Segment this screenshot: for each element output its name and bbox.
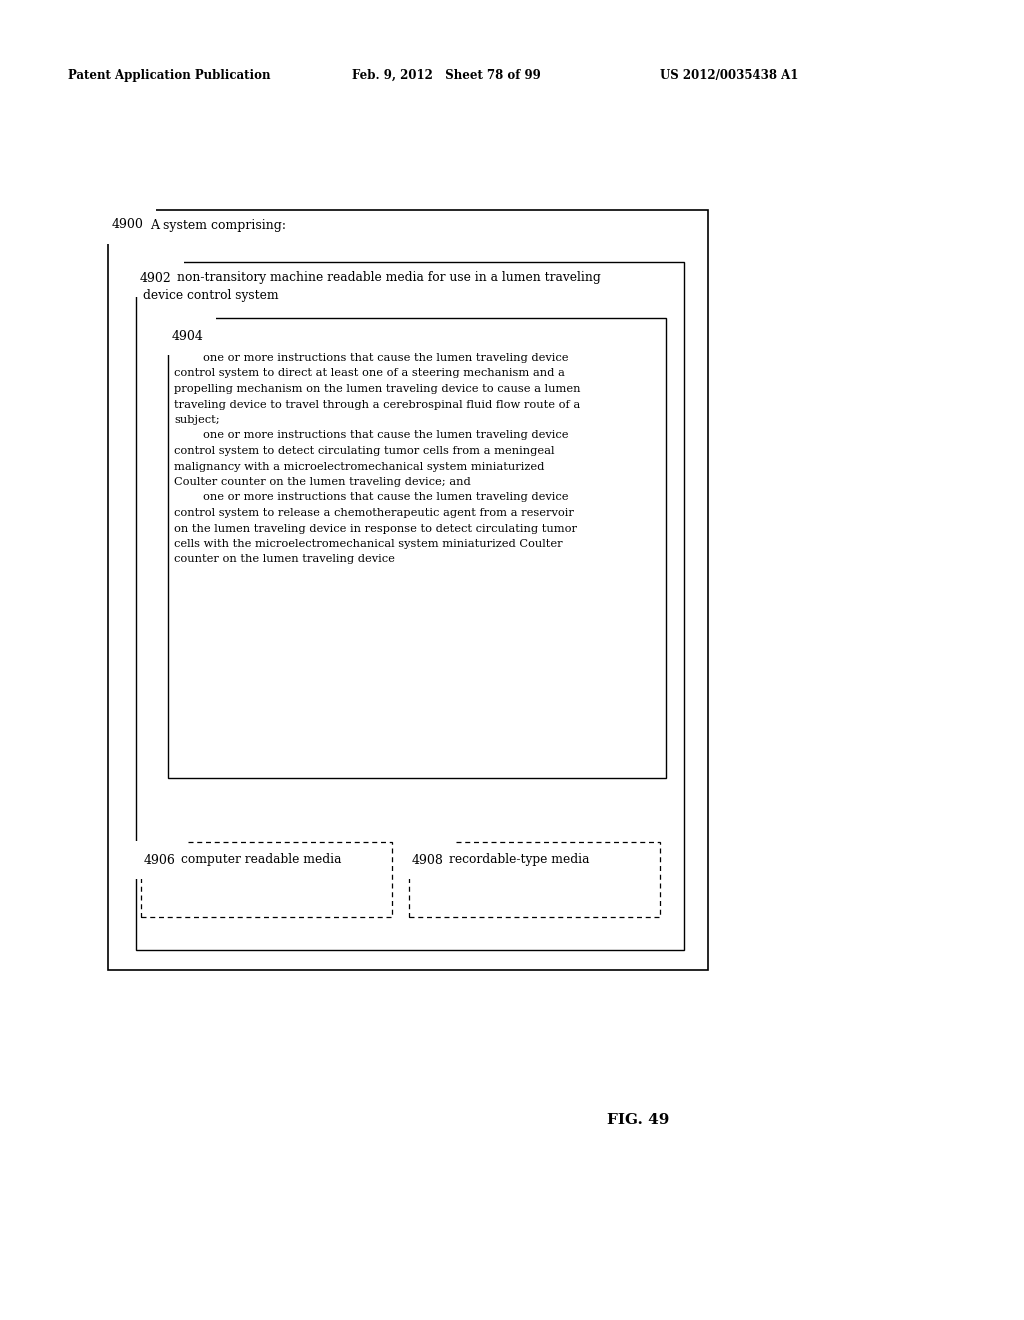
Bar	[108, 210, 708, 970]
Text: counter on the lumen traveling device: counter on the lumen traveling device	[174, 554, 395, 565]
Text: US 2012/0035438 A1: US 2012/0035438 A1	[660, 69, 799, 82]
Text: non-transitory machine readable media for use in a lumen traveling: non-transitory machine readable media fo…	[177, 272, 601, 285]
Text: one or more instructions that cause the lumen traveling device: one or more instructions that cause the …	[174, 492, 568, 503]
Text: recordable-type media: recordable-type media	[449, 854, 590, 866]
Text: Coulter counter on the lumen traveling device; and: Coulter counter on the lumen traveling d…	[174, 477, 471, 487]
Bar	[409, 842, 660, 917]
Text: on the lumen traveling device in response to detect circulating tumor: on the lumen traveling device in respons…	[174, 524, 577, 533]
Text: 4900: 4900	[112, 219, 144, 231]
Text: cells with the microelectromechanical system miniaturized Coulter: cells with the microelectromechanical sy…	[174, 539, 562, 549]
Text: subject;: subject;	[174, 414, 219, 425]
Text: 4908: 4908	[412, 854, 443, 866]
Text: FIG. 49: FIG. 49	[607, 1113, 670, 1127]
Text: traveling device to travel through a cerebrospinal fluid flow route of a: traveling device to travel through a cer…	[174, 400, 581, 409]
Text: control system to detect circulating tumor cells from a meningeal: control system to detect circulating tum…	[174, 446, 555, 455]
Text: 4906: 4906	[144, 854, 176, 866]
Text: one or more instructions that cause the lumen traveling device: one or more instructions that cause the …	[174, 352, 568, 363]
Text: propelling mechanism on the lumen traveling device to cause a lumen: propelling mechanism on the lumen travel…	[174, 384, 581, 393]
Text: one or more instructions that cause the lumen traveling device: one or more instructions that cause the …	[174, 430, 568, 441]
Text: Patent Application Publication: Patent Application Publication	[68, 69, 270, 82]
Text: malignancy with a microelectromechanical system miniaturized: malignancy with a microelectromechanical…	[174, 462, 545, 471]
Bar	[141, 842, 392, 917]
Text: control system to release a chemotherapeutic agent from a reservoir: control system to release a chemotherape…	[174, 508, 573, 517]
Text: computer readable media: computer readable media	[181, 854, 341, 866]
Text: 4902: 4902	[140, 272, 172, 285]
Text: device control system: device control system	[143, 289, 279, 302]
Text: control system to direct at least one of a steering mechanism and a: control system to direct at least one of…	[174, 368, 565, 379]
Text: Feb. 9, 2012   Sheet 78 of 99: Feb. 9, 2012 Sheet 78 of 99	[352, 69, 541, 82]
Bar	[168, 318, 666, 777]
Bar	[136, 261, 684, 950]
Text: 4904: 4904	[172, 330, 204, 342]
Text: A system comprising:: A system comprising:	[150, 219, 286, 231]
